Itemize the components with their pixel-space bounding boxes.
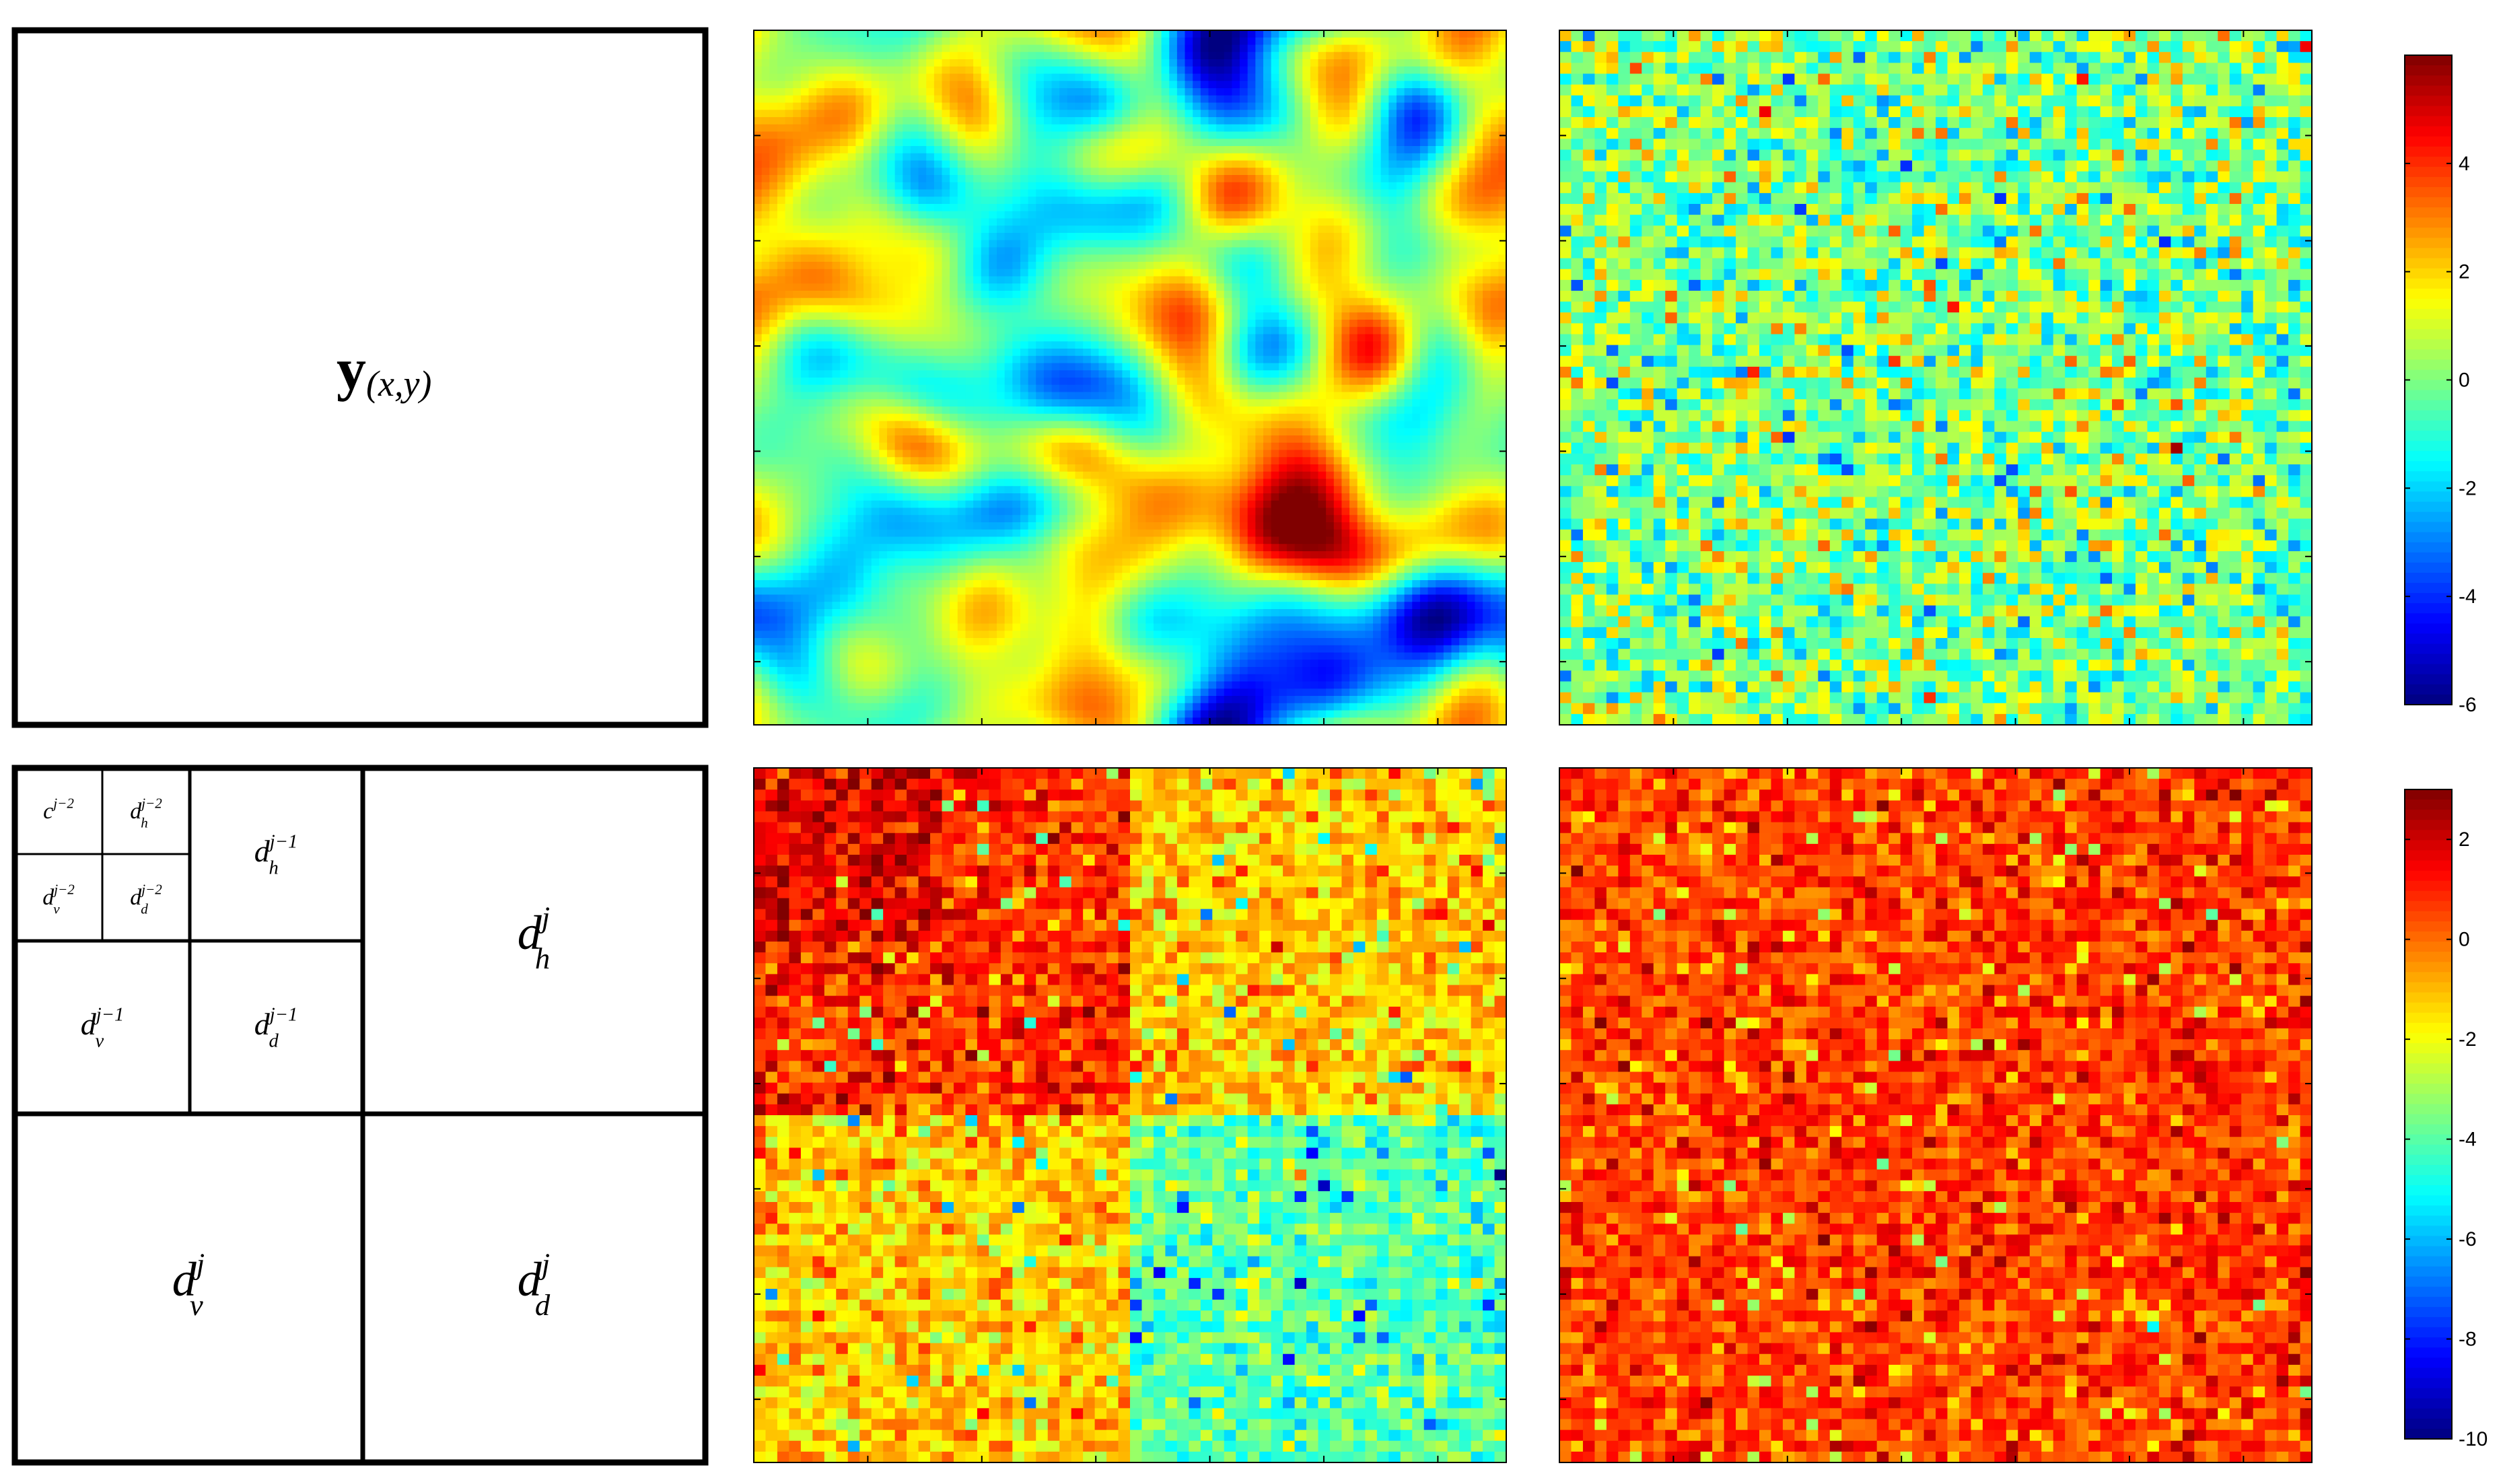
heatmap-ticks [754, 768, 1506, 1462]
colorbar-tick-label: -10 [2459, 1428, 2488, 1450]
heatmap-ticks [1559, 30, 2312, 725]
heatmap-frame [753, 767, 1507, 1463]
signal-label: y(x,y) [337, 337, 431, 404]
heatmap-noise-coefficients [1559, 768, 2313, 1463]
heatmap-frame [753, 30, 1507, 726]
wavelet-cell-label: dj−2 h [130, 796, 162, 831]
colorbar-tick-label: -2 [2459, 477, 2477, 499]
colorbar-tick-label: -4 [2459, 1129, 2477, 1151]
heatmap-wavelet-coefficients [754, 768, 1507, 1463]
wavelet-cell-label: dj−1 v [81, 1004, 124, 1051]
heatmap-ticks [1559, 768, 2312, 1462]
wavelet-decomposition-diagram: cj−2 dj−2 h dj−2 v dj−2 d dj−1 h dj−1 v dj−1 d dj h dj v… [11, 765, 709, 1466]
wavelet-cell-label: dj−2 d [130, 882, 162, 917]
colorbar-tick-label: 4 [2459, 153, 2470, 175]
colorbar-tick-label: -8 [2459, 1329, 2477, 1351]
wavelet-cell-label: dj−1 d [254, 1004, 297, 1051]
signal-domain-frame [11, 27, 709, 728]
wavelet-labels: cj−2 dj−2 h dj−2 v dj−2 d dj−1 h dj−1 v dj−1 d dj h dj v… [42, 796, 551, 1322]
colorbar-bottom: 2 0 -2 -4 -6 -8 -10 [2404, 789, 2488, 1450]
colorbar-tick-label: -6 [2459, 1228, 2477, 1250]
colorbar-tick-label: 0 [2459, 369, 2470, 392]
heatmap-frame [1559, 767, 2313, 1463]
colorbar-tick-label: -6 [2459, 694, 2477, 716]
heatmap-frame [1559, 30, 2313, 726]
heatmap-bottom-right [1559, 767, 2313, 1463]
wavelet-cell-label: dj d [518, 1247, 551, 1322]
colorbar-tick-label: -4 [2459, 586, 2477, 608]
colorbar-tick-label: 2 [2459, 261, 2470, 283]
wavelet-cell-label: dj h [518, 900, 550, 975]
signal-domain-diagram: y(x,y) [11, 27, 709, 728]
wavelet-cell-label: dj−2 v [42, 882, 75, 917]
wavelet-cell-label: cj−2 [43, 796, 74, 824]
colorbar-tick-label: 2 [2459, 828, 2470, 851]
heatmap-smooth-field [754, 30, 1507, 726]
heatmap-ticks [754, 30, 1506, 725]
heatmap-noise-field [1559, 30, 2313, 726]
heatmap-top-right [1559, 30, 2313, 726]
wavelet-cell-label: dj v [172, 1247, 205, 1322]
heatmap-bottom-middle [753, 767, 1507, 1463]
colorbar-top: 4 2 0 -2 -4 -6 [2404, 55, 2477, 716]
wavelet-cell-label: dj−1 h [254, 831, 297, 878]
heatmap-top-middle [753, 30, 1507, 726]
colorbar-tick-label: 0 [2459, 929, 2470, 951]
colorbar-tick-label: -2 [2459, 1028, 2477, 1051]
